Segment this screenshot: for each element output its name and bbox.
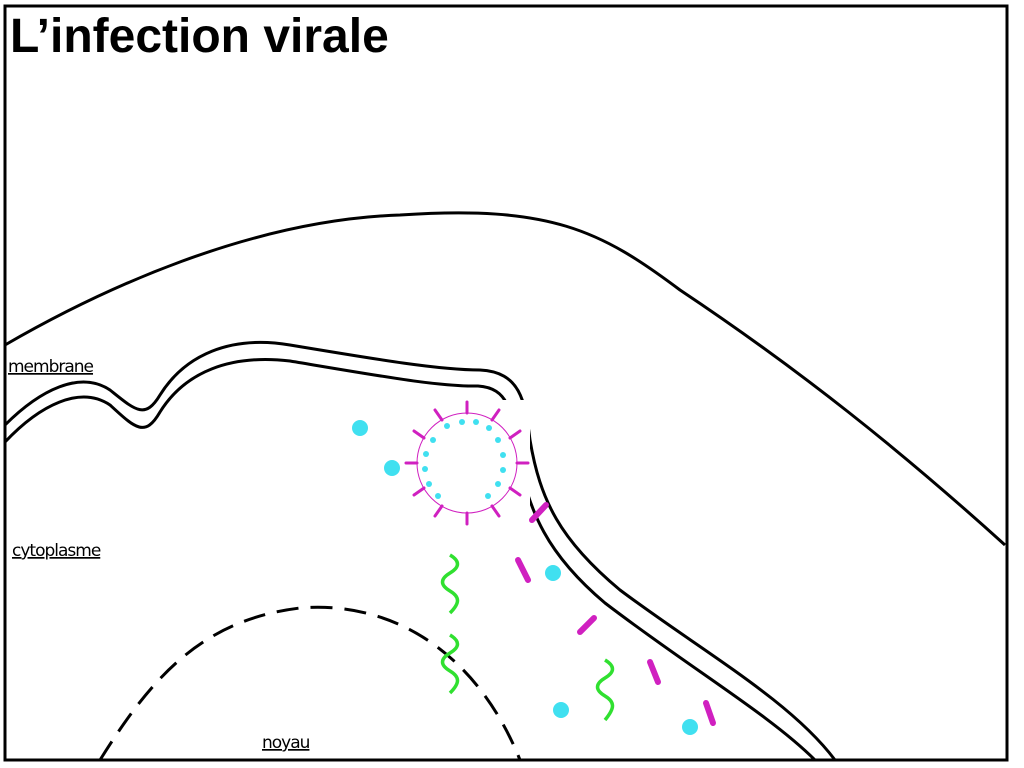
label-nucleus: noyau	[262, 733, 310, 753]
title: L’infection virale	[10, 10, 389, 63]
virus-background	[395, 400, 530, 522]
virus-genome	[422, 419, 506, 499]
virus-spikes	[404, 400, 530, 526]
viral-rna	[440, 553, 615, 722]
label-cytoplasm: cytoplasme	[12, 541, 101, 561]
frame	[3, 4, 1009, 762]
label-membrane: membrane	[8, 357, 94, 377]
nucleus	[98, 605, 522, 761]
free-particles	[352, 420, 698, 735]
virus	[404, 400, 530, 526]
cell-outline	[4, 211, 1007, 547]
membrane-outer	[3, 340, 837, 761]
proteins	[515, 502, 716, 726]
membrane-inner	[3, 358, 817, 762]
